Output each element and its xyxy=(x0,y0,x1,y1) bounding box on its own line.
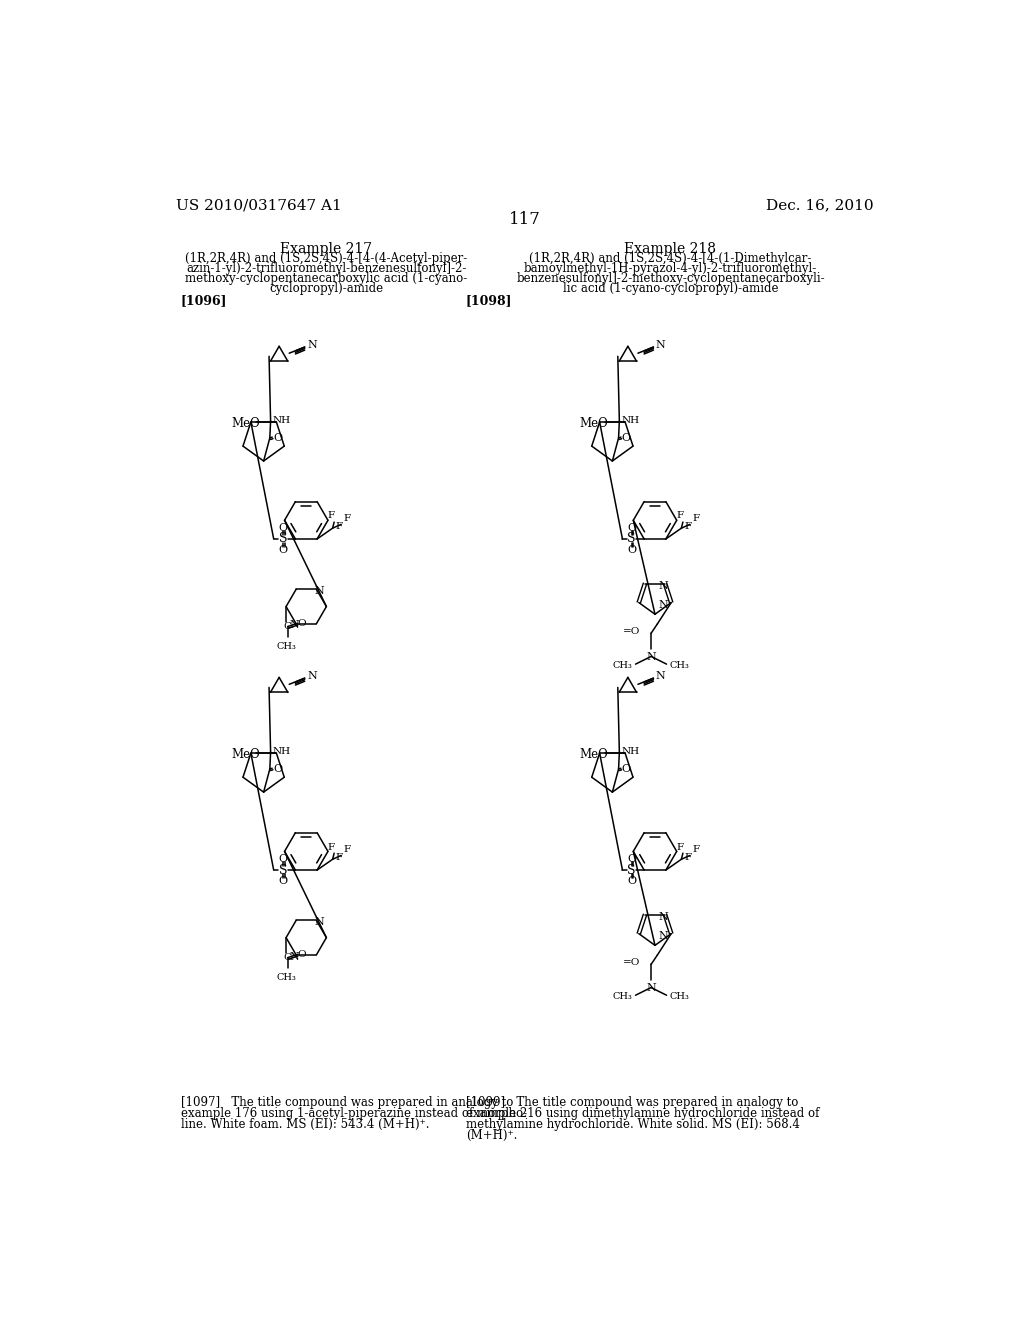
Text: MeO: MeO xyxy=(580,748,608,762)
Text: O: O xyxy=(622,433,631,444)
Text: N: N xyxy=(658,581,669,591)
Text: N: N xyxy=(314,917,325,927)
Text: S: S xyxy=(279,863,288,876)
Text: F: F xyxy=(692,513,699,523)
Text: F: F xyxy=(676,511,683,520)
Text: 117: 117 xyxy=(509,211,541,228)
Text: example 216 using dimethylamine hydrochloride instead of: example 216 using dimethylamine hydrochl… xyxy=(466,1107,819,1121)
Text: =O: =O xyxy=(623,958,640,968)
Text: O: O xyxy=(279,876,288,886)
Text: O: O xyxy=(279,523,288,533)
Text: N: N xyxy=(655,671,666,681)
Text: CH₃: CH₃ xyxy=(670,993,689,1002)
Text: F: F xyxy=(684,521,691,531)
Text: S: S xyxy=(628,532,636,545)
Text: F: F xyxy=(336,853,343,862)
Text: O: O xyxy=(279,854,288,865)
Text: MeO: MeO xyxy=(231,417,260,430)
Text: N: N xyxy=(314,586,325,595)
Text: N: N xyxy=(658,599,669,610)
Text: O: O xyxy=(297,950,305,960)
Text: O: O xyxy=(273,433,282,444)
Text: (1R,2R,4R) and (1S,2S,4S)-4-[4-(4-Acetyl-piper-: (1R,2R,4R) and (1S,2S,4S)-4-[4-(4-Acetyl… xyxy=(185,252,468,265)
Text: S: S xyxy=(279,532,288,545)
Text: N: N xyxy=(655,339,666,350)
Text: =O: =O xyxy=(623,627,640,636)
Text: line. White foam. MS (EI): 543.4 (M+H)⁺.: line. White foam. MS (EI): 543.4 (M+H)⁺. xyxy=(180,1118,429,1131)
Text: MeO: MeO xyxy=(580,417,608,430)
Text: C: C xyxy=(284,622,292,631)
Text: NH: NH xyxy=(273,747,291,756)
Text: N: N xyxy=(658,931,669,941)
Text: methoxy-cyclopentanecarboxylic acid (1-cyano-: methoxy-cyclopentanecarboxylic acid (1-c… xyxy=(185,272,468,285)
Text: CH₃: CH₃ xyxy=(670,661,689,671)
Text: N: N xyxy=(307,671,316,681)
Text: O: O xyxy=(627,523,636,533)
Text: NH: NH xyxy=(273,416,291,425)
Text: [1099]   The title compound was prepared in analogy to: [1099] The title compound was prepared i… xyxy=(466,1096,799,1109)
Text: F: F xyxy=(343,845,350,854)
Text: CH₃: CH₃ xyxy=(612,661,633,671)
Text: F: F xyxy=(328,842,335,851)
Text: N: N xyxy=(290,952,299,961)
Text: C: C xyxy=(284,953,292,962)
Text: O: O xyxy=(297,619,305,628)
Text: O: O xyxy=(627,876,636,886)
Text: N: N xyxy=(646,652,656,661)
Text: O: O xyxy=(273,764,282,774)
Text: (M+H)⁺.: (M+H)⁺. xyxy=(466,1129,517,1142)
Text: cyclopropyl)-amide: cyclopropyl)-amide xyxy=(269,282,383,296)
Text: O: O xyxy=(622,764,631,774)
Text: F: F xyxy=(343,513,350,523)
Text: CH₃: CH₃ xyxy=(612,993,633,1002)
Text: F: F xyxy=(692,845,699,854)
Text: N: N xyxy=(658,912,669,921)
Text: S: S xyxy=(628,863,636,876)
Text: Dec. 16, 2010: Dec. 16, 2010 xyxy=(766,198,873,213)
Text: F: F xyxy=(336,521,343,531)
Text: O: O xyxy=(627,854,636,865)
Text: CH₃: CH₃ xyxy=(276,973,296,982)
Text: N: N xyxy=(307,339,316,350)
Text: Example 217: Example 217 xyxy=(281,242,373,256)
Text: US 2010/0317647 A1: US 2010/0317647 A1 xyxy=(176,198,342,213)
Text: example 176 using 1-acetyl-piperazine instead of morpho-: example 176 using 1-acetyl-piperazine in… xyxy=(180,1107,526,1121)
Text: N: N xyxy=(290,620,299,631)
Text: F: F xyxy=(676,842,683,851)
Text: F: F xyxy=(328,511,335,520)
Text: O: O xyxy=(279,545,288,554)
Text: lic acid (1-cyano-cyclopropyl)-amide: lic acid (1-cyano-cyclopropyl)-amide xyxy=(563,282,778,296)
Text: Example 218: Example 218 xyxy=(625,242,717,256)
Text: F: F xyxy=(684,853,691,862)
Text: N: N xyxy=(646,983,656,993)
Text: methylamine hydrochloride. White solid. MS (EI): 568.4: methylamine hydrochloride. White solid. … xyxy=(466,1118,800,1131)
Text: benzenesulfonyl]-2-methoxy-cyclopentanecarboxyli-: benzenesulfonyl]-2-methoxy-cyclopentanec… xyxy=(516,272,824,285)
Text: NH: NH xyxy=(622,416,640,425)
Text: [1097]   The title compound was prepared in analogy to: [1097] The title compound was prepared i… xyxy=(180,1096,513,1109)
Text: O: O xyxy=(627,545,636,554)
Text: MeO: MeO xyxy=(231,748,260,762)
Text: CH₃: CH₃ xyxy=(276,642,296,651)
Text: [1096]: [1096] xyxy=(180,294,227,308)
Text: NH: NH xyxy=(622,747,640,756)
Text: [1098]: [1098] xyxy=(466,294,512,308)
Text: bamoylmethyl-1H-pyrazol-4-yl)-2-trifluoromethyl-: bamoylmethyl-1H-pyrazol-4-yl)-2-trifluor… xyxy=(524,263,817,276)
Text: azin-1-yl)-2-trifluoromethyl-benzenesulfonyl]-2-: azin-1-yl)-2-trifluoromethyl-benzenesulf… xyxy=(186,263,467,276)
Text: (1R,2R,4R) and (1S,2S,4S)-4-[4-(1-Dimethylcar-: (1R,2R,4R) and (1S,2S,4S)-4-[4-(1-Dimeth… xyxy=(529,252,812,265)
